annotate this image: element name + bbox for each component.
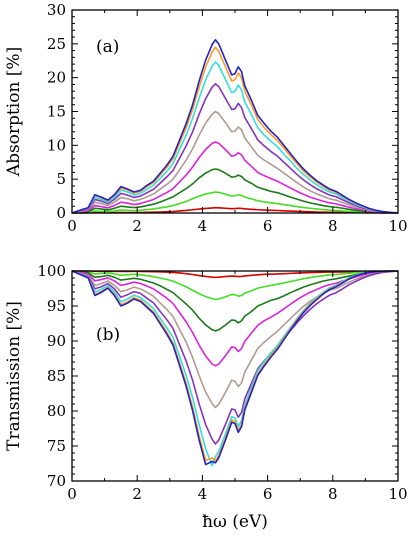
y-tick-label: 75 [47, 437, 66, 455]
x-tick-label: 6 [263, 217, 273, 235]
series-line-4 [71, 270, 399, 367]
series-line-9 [71, 270, 399, 466]
series-line-5 [71, 110, 399, 214]
x-tick-label: 4 [198, 485, 208, 503]
y-tick-label: 20 [47, 69, 66, 87]
y-tick-label: 90 [47, 332, 66, 350]
y-axis-label: Transmission [%] [4, 301, 24, 451]
y-tick-label: 100 [37, 262, 66, 280]
y-tick-label: 25 [47, 35, 66, 53]
series-line-3 [71, 270, 399, 332]
x-tick-label: 8 [328, 485, 338, 503]
series-line-5 [71, 270, 399, 409]
series-line-6 [71, 270, 399, 445]
series-line-2 [71, 191, 399, 214]
y-tick-label: 10 [47, 136, 66, 154]
series-line-3 [71, 168, 399, 214]
panel-label: (b) [96, 325, 120, 345]
y-tick-label: 85 [47, 367, 66, 385]
panel-transmission: 0 2 4 6 8 10 70 75 80 85 90 95 100 Transmission [%] ħω… [4, 262, 408, 532]
y-tick-label: 30 [47, 1, 66, 19]
panel-absorption: 0 2 4 6 8 10 0 5 10 15 20 25 30 Absorption [%] (a) [4, 1, 408, 235]
y-tick-label: 0 [56, 204, 66, 222]
series-line-7 [71, 270, 399, 467]
x-tick-label: 0 [67, 217, 77, 235]
x-tick-label: 8 [328, 217, 338, 235]
y-axis-label: Absorption [%] [4, 47, 24, 177]
x-tick-label: 10 [388, 217, 407, 235]
series-line-8 [71, 270, 399, 462]
series-line-6 [71, 82, 399, 214]
x-tick-label: 6 [263, 485, 273, 503]
series-line-2 [71, 270, 399, 301]
x-tick-label: 4 [198, 217, 208, 235]
y-tick-label: 5 [56, 170, 66, 188]
y-tick-label: 70 [47, 472, 66, 490]
x-tick-label: 10 [388, 485, 407, 503]
plot-frame [71, 9, 399, 214]
x-tick-label: 2 [132, 485, 142, 503]
panel-label: (a) [96, 37, 119, 57]
series-line-9 [71, 38, 399, 214]
series-line-7 [71, 61, 399, 214]
x-axis-label: ħω (eV) [202, 512, 268, 532]
y-tick-label: 80 [47, 402, 66, 420]
y-tick-label: 15 [47, 103, 66, 121]
series-line-4 [71, 141, 399, 214]
x-tick-label: 0 [67, 485, 77, 503]
y-tick-label: 95 [47, 297, 66, 315]
x-tick-label: 2 [132, 217, 142, 235]
